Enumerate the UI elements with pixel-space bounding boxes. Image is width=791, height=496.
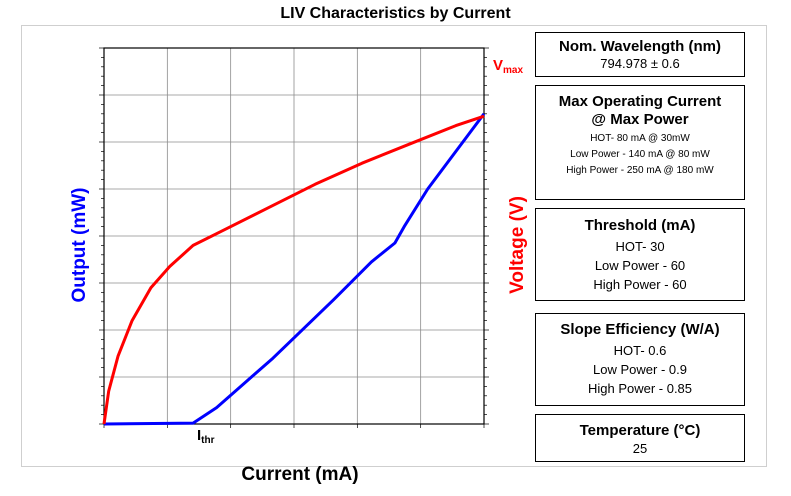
threshold-heading: Threshold (mA) (584, 217, 696, 234)
temperature-value: 25 (632, 441, 648, 456)
y-axis-right-label: Voltage (V) (507, 196, 528, 294)
x-axis-label: Current (mA) (241, 464, 359, 485)
plot-grid (104, 48, 484, 424)
max-current-box: Max Operating Current @ Max Power HOT- 8… (535, 85, 745, 200)
threshold-line: HOT- 30 (615, 239, 665, 254)
temperature-heading: Temperature (°C) (579, 422, 701, 439)
ithr-annotation: Ithr (197, 427, 215, 446)
max-current-line: High Power - 250 mA @ 180 mW (566, 165, 714, 176)
threshold-line: Low Power - 60 (594, 258, 686, 273)
wavelength-heading: Nom. Wavelength (nm) (559, 38, 721, 55)
slope-efficiency-box: Slope Efficiency (W/A) HOT- 0.6 Low Powe… (535, 313, 745, 406)
max-current-line: Low Power - 140 mA @ 80 mW (570, 149, 710, 160)
temperature-box: Temperature (°C) 25 (535, 414, 745, 462)
threshold-line: High Power - 60 (593, 277, 687, 292)
output-power-line (103, 112, 486, 426)
slope-line: Low Power - 0.9 (593, 362, 687, 377)
max-current-heading-2: @ Max Power (591, 111, 689, 128)
slope-line: HOT- 0.6 (613, 343, 667, 358)
max-current-heading-1: Max Operating Current (558, 93, 722, 110)
wavelength-value: 794.978 ± 0.6 (600, 56, 680, 71)
chart-frame (21, 25, 767, 467)
wavelength-box: Nom. Wavelength (nm) 794.978 ± 0.6 (535, 32, 745, 77)
axis-ticks (99, 47, 489, 428)
y-axis-left-label: Output (mW) (69, 187, 90, 303)
chart-title: LIV Characteristics by Current (280, 5, 511, 22)
max-current-line: HOT- 80 mA @ 30mW (590, 133, 690, 144)
slope-line: High Power - 0.85 (587, 381, 693, 396)
voltage-line (102, 114, 485, 425)
slope-heading: Slope Efficiency (W/A) (560, 321, 720, 338)
vmax-annotation: Vmax (493, 57, 524, 76)
threshold-box: Threshold (mA) HOT- 30 Low Power - 60 Hi… (535, 208, 745, 301)
